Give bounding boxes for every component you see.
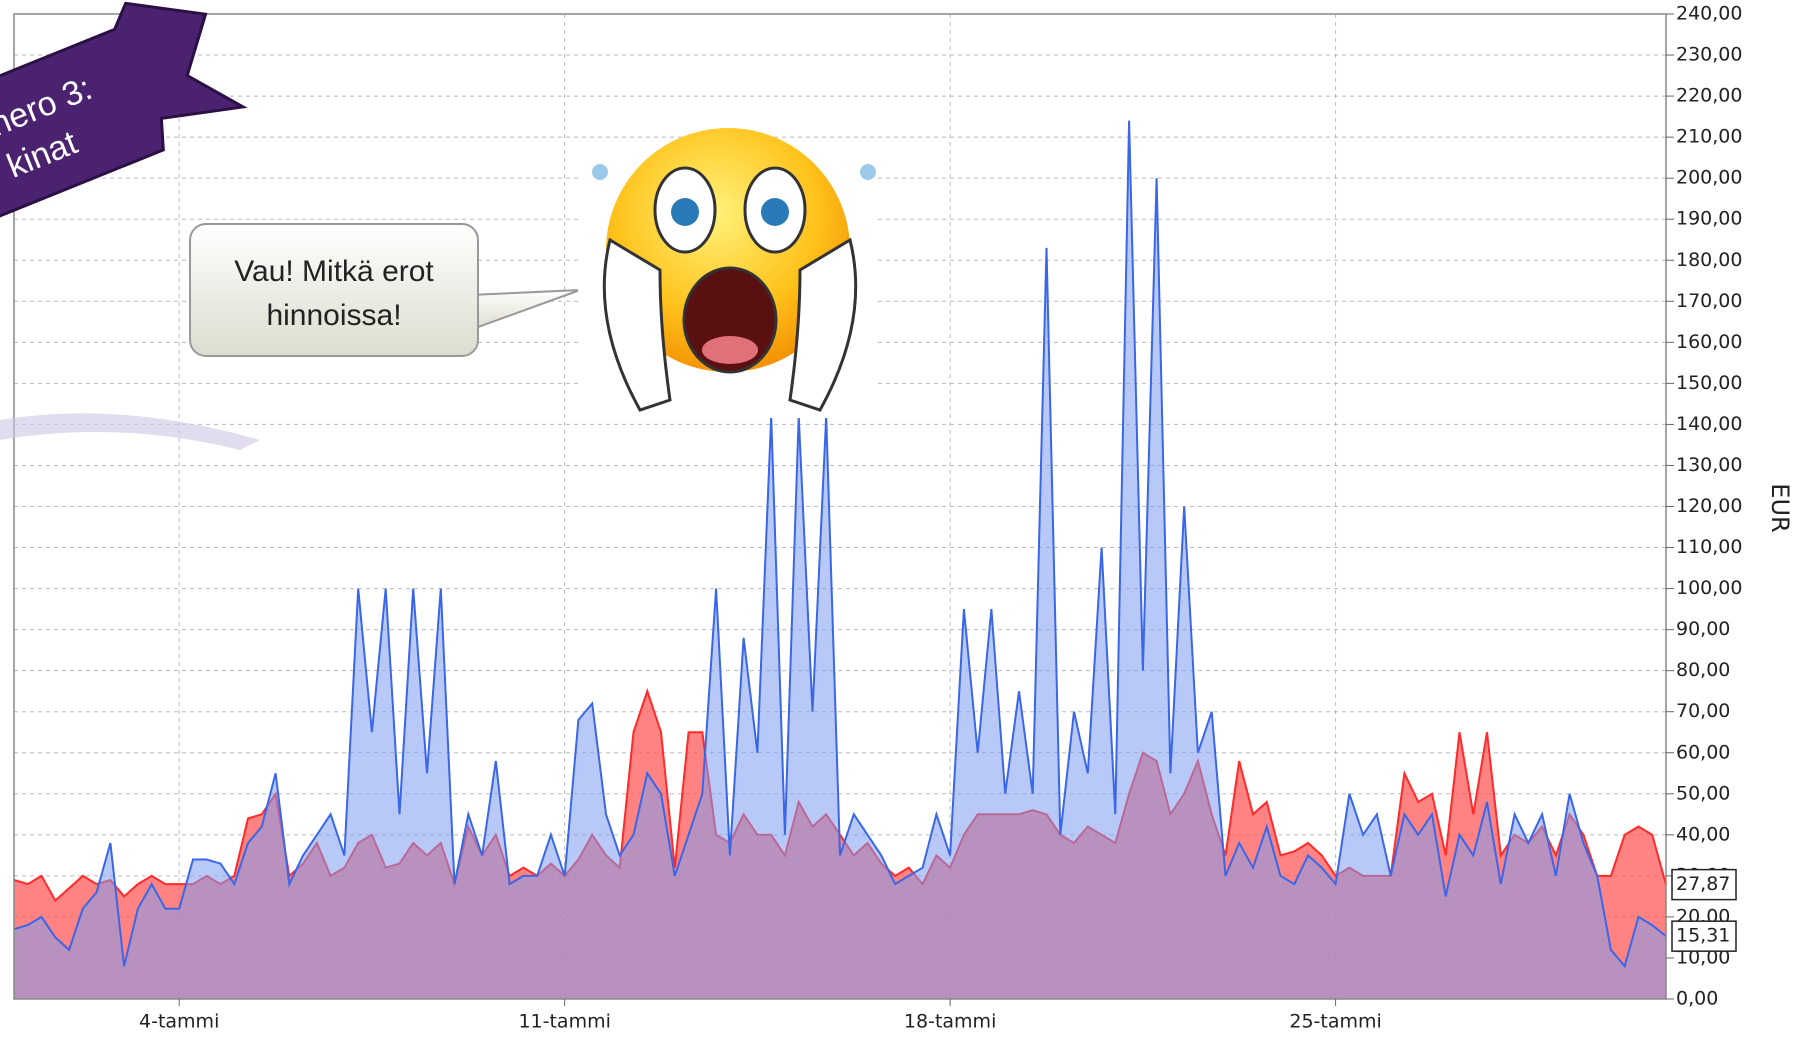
chart: EUR nero 3: kinat Vau! Mitkä erot hinnoi… bbox=[0, 0, 1794, 1037]
y-tick-label: 170,00 bbox=[1676, 290, 1742, 312]
end-value-label: 27,87 bbox=[1676, 873, 1730, 895]
callout-text: Vau! Mitkä erot bbox=[234, 255, 434, 288]
x-tick-label: 25-tammi bbox=[1289, 1011, 1381, 1033]
y-tick-label: 220,00 bbox=[1676, 85, 1742, 107]
y-tick-label: 60,00 bbox=[1676, 741, 1730, 763]
y-tick-label: 110,00 bbox=[1676, 536, 1742, 558]
emoji bbox=[578, 128, 878, 418]
y-tick-label: 120,00 bbox=[1676, 495, 1742, 517]
y-tick-label: 240,00 bbox=[1676, 3, 1742, 25]
y-axis-label: EUR bbox=[1766, 483, 1794, 532]
end-value-label: 15,31 bbox=[1676, 925, 1730, 947]
y-tick-label: 70,00 bbox=[1676, 700, 1730, 722]
x-tick-label: 11-tammi bbox=[518, 1011, 610, 1033]
y-tick-label: 180,00 bbox=[1676, 249, 1742, 271]
emoji-drop bbox=[592, 164, 608, 180]
emoji-pupil bbox=[671, 198, 699, 226]
x-tick-label: 18-tammi bbox=[904, 1011, 996, 1033]
y-tick-label: 0,00 bbox=[1676, 988, 1718, 1010]
y-tick-label: 190,00 bbox=[1676, 208, 1742, 230]
y-tick-label: 100,00 bbox=[1676, 577, 1742, 599]
page: {"chart_data": { "type": "area", "y_labe… bbox=[0, 0, 1794, 1037]
emoji-pupil bbox=[761, 198, 789, 226]
y-tick-label: 140,00 bbox=[1676, 413, 1742, 435]
y-tick-label: 150,00 bbox=[1676, 372, 1742, 394]
emoji-tongue bbox=[702, 336, 758, 364]
y-tick-label: 210,00 bbox=[1676, 126, 1742, 148]
y-tick-label: 200,00 bbox=[1676, 167, 1742, 189]
x-tick-label: 4-tammi bbox=[139, 1011, 219, 1033]
bubble-box bbox=[190, 224, 478, 356]
callout-text: hinnoissa! bbox=[266, 299, 401, 332]
y-tick-label: 90,00 bbox=[1676, 618, 1730, 640]
y-tick-label: 50,00 bbox=[1676, 782, 1730, 804]
y-tick-label: 130,00 bbox=[1676, 454, 1742, 476]
y-tick-label: 160,00 bbox=[1676, 331, 1742, 353]
y-tick-label: 80,00 bbox=[1676, 659, 1730, 681]
emoji-drop bbox=[860, 164, 876, 180]
y-tick-label: 230,00 bbox=[1676, 44, 1742, 66]
y-tick-label: 40,00 bbox=[1676, 823, 1730, 845]
